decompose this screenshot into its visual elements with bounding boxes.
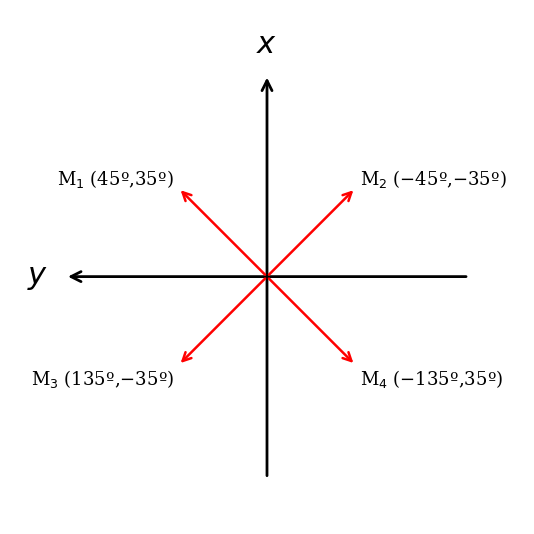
Text: M$_1$ (45º,35º): M$_1$ (45º,35º) (57, 168, 174, 190)
Text: $y$: $y$ (27, 261, 49, 292)
Text: M$_2$ (−45º,−35º): M$_2$ (−45º,−35º) (360, 168, 507, 190)
Text: M$_3$ (135º,−35º): M$_3$ (135º,−35º) (30, 368, 174, 390)
Text: $x$: $x$ (256, 29, 278, 60)
Text: M$_4$ (−135º,35º): M$_4$ (−135º,35º) (360, 368, 504, 390)
